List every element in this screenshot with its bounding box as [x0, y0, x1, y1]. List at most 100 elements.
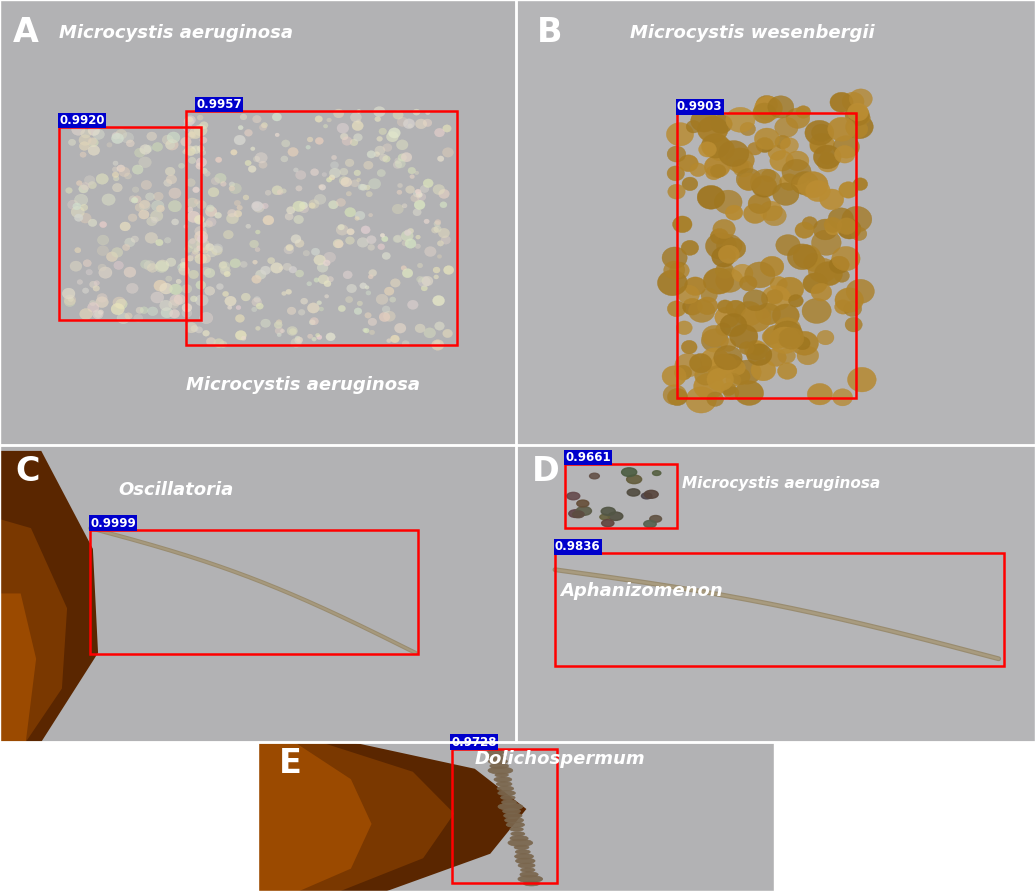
Circle shape [319, 184, 323, 189]
Circle shape [743, 290, 768, 311]
Circle shape [698, 297, 717, 315]
Circle shape [715, 354, 743, 378]
Circle shape [80, 213, 91, 223]
Circle shape [182, 309, 191, 317]
Circle shape [294, 216, 303, 224]
Circle shape [154, 280, 167, 291]
Circle shape [814, 145, 841, 169]
Circle shape [329, 175, 335, 180]
Circle shape [347, 284, 357, 293]
Bar [451, 749, 557, 883]
Circle shape [298, 309, 305, 315]
Circle shape [307, 303, 320, 313]
Circle shape [838, 182, 858, 198]
Circle shape [151, 200, 165, 211]
Circle shape [420, 185, 428, 192]
Circle shape [434, 221, 441, 226]
Circle shape [107, 143, 112, 147]
Circle shape [92, 310, 104, 319]
Circle shape [64, 295, 76, 305]
Circle shape [161, 307, 173, 318]
Circle shape [291, 234, 301, 243]
Circle shape [735, 380, 764, 405]
Bar [90, 529, 418, 654]
Circle shape [272, 113, 282, 121]
Circle shape [194, 248, 199, 252]
Circle shape [416, 235, 420, 239]
Circle shape [494, 777, 511, 782]
Circle shape [667, 123, 693, 146]
Circle shape [408, 168, 416, 174]
Circle shape [379, 312, 390, 322]
Circle shape [170, 284, 182, 295]
Circle shape [83, 288, 89, 293]
Circle shape [71, 124, 85, 135]
Circle shape [717, 300, 733, 313]
Circle shape [394, 235, 403, 242]
Circle shape [83, 259, 91, 266]
Circle shape [503, 808, 521, 813]
Circle shape [188, 239, 200, 249]
Circle shape [196, 327, 203, 333]
Circle shape [206, 338, 215, 346]
Circle shape [510, 836, 528, 841]
Circle shape [113, 184, 122, 192]
Circle shape [572, 511, 584, 518]
Circle shape [851, 227, 867, 241]
Circle shape [196, 295, 208, 306]
Circle shape [807, 383, 832, 405]
Circle shape [569, 510, 582, 518]
Circle shape [376, 294, 388, 305]
Circle shape [96, 174, 109, 184]
Circle shape [835, 288, 863, 313]
Circle shape [81, 183, 90, 190]
Circle shape [360, 184, 367, 191]
Circle shape [378, 244, 385, 249]
Circle shape [197, 158, 207, 167]
Text: Microcystis wesenbergii: Microcystis wesenbergii [630, 24, 875, 43]
Circle shape [112, 248, 123, 257]
Circle shape [432, 339, 444, 350]
Circle shape [364, 185, 371, 190]
Circle shape [295, 270, 303, 277]
Circle shape [329, 168, 341, 178]
Circle shape [237, 205, 242, 210]
Circle shape [305, 145, 310, 149]
Text: Aphanizomenon: Aphanizomenon [560, 582, 722, 600]
Circle shape [327, 118, 331, 122]
Circle shape [182, 284, 191, 293]
Circle shape [139, 200, 150, 210]
Circle shape [211, 246, 223, 255]
Circle shape [280, 156, 288, 162]
Circle shape [490, 764, 508, 769]
Circle shape [289, 266, 297, 273]
Circle shape [678, 285, 700, 304]
Circle shape [746, 344, 772, 365]
Text: 0.9661: 0.9661 [565, 451, 611, 464]
Circle shape [135, 148, 145, 157]
Circle shape [296, 337, 302, 342]
Circle shape [357, 301, 362, 306]
Circle shape [86, 269, 92, 275]
Circle shape [218, 261, 230, 271]
Circle shape [824, 217, 841, 233]
Circle shape [318, 274, 329, 284]
Text: E: E [278, 748, 301, 781]
Circle shape [126, 283, 138, 293]
Circle shape [238, 126, 243, 130]
Circle shape [662, 247, 687, 268]
Circle shape [80, 308, 92, 320]
Circle shape [368, 274, 374, 279]
Circle shape [818, 154, 838, 172]
Circle shape [833, 135, 859, 159]
Circle shape [174, 295, 185, 305]
Circle shape [253, 116, 261, 123]
Circle shape [832, 247, 860, 271]
Circle shape [377, 136, 383, 142]
Circle shape [184, 245, 193, 252]
Circle shape [435, 219, 441, 225]
Circle shape [259, 161, 267, 168]
Circle shape [375, 117, 381, 122]
Circle shape [117, 313, 129, 323]
Circle shape [287, 307, 296, 315]
